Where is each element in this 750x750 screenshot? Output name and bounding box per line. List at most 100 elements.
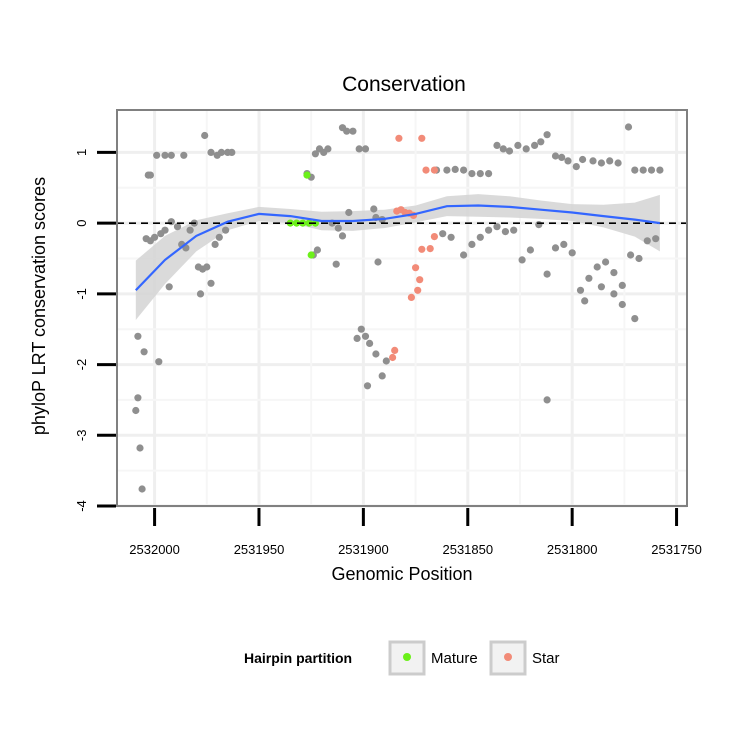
point-other xyxy=(551,152,560,160)
point-star xyxy=(422,166,430,174)
point-other xyxy=(610,290,618,298)
point-other xyxy=(579,155,587,164)
point-other xyxy=(228,148,236,156)
point-other xyxy=(353,334,361,342)
point-other xyxy=(211,240,219,248)
point-star xyxy=(407,293,415,301)
x-tick-label: 2531950 xyxy=(234,542,285,557)
point-star xyxy=(389,353,397,362)
point-other xyxy=(526,246,535,254)
point-other xyxy=(366,339,374,347)
point-other xyxy=(627,251,635,259)
point-other xyxy=(338,232,347,240)
point-other xyxy=(597,283,606,291)
series-star xyxy=(389,134,438,362)
point-other xyxy=(207,148,215,156)
point-other xyxy=(635,254,643,263)
point-other xyxy=(349,127,357,135)
point-other xyxy=(439,230,447,238)
point-other xyxy=(652,235,660,243)
point-other xyxy=(514,141,522,149)
point-other xyxy=(468,170,476,178)
axes: -4 -3 -2 -1 0 1 2532000 2531950 2531900 2531850 25… xyxy=(74,149,702,557)
point-other xyxy=(361,145,370,153)
point-other xyxy=(568,249,576,257)
point-other xyxy=(572,163,580,171)
y-tick-label: 0 xyxy=(74,219,89,226)
point-other xyxy=(543,270,551,278)
point-other xyxy=(501,228,509,236)
smooth-curve xyxy=(135,204,661,292)
point-other xyxy=(624,123,633,131)
point-other xyxy=(140,348,148,356)
confidence-band xyxy=(135,194,660,320)
point-star xyxy=(430,233,438,241)
point-other xyxy=(355,145,363,153)
point-other xyxy=(551,244,560,252)
point-other xyxy=(505,147,514,155)
point-other xyxy=(138,485,146,493)
point-star xyxy=(391,346,399,354)
point-other xyxy=(345,208,353,217)
point-other xyxy=(493,141,501,149)
legend-entry-mature: Mature xyxy=(388,640,478,676)
point-other xyxy=(576,286,585,294)
point-other xyxy=(201,131,209,140)
point-other xyxy=(151,233,159,241)
point-other xyxy=(207,279,215,287)
point-other xyxy=(222,226,230,234)
plot-border xyxy=(116,109,688,507)
y-tick-label: -2 xyxy=(74,359,89,371)
point-other xyxy=(382,357,390,365)
point-other xyxy=(543,131,551,139)
point-other xyxy=(146,171,154,179)
point-other xyxy=(153,151,161,159)
point-other xyxy=(602,258,610,266)
point-other xyxy=(196,290,205,298)
point-other xyxy=(215,233,223,241)
legend-label-mature: Mature xyxy=(431,650,478,667)
chart-title: Conservation xyxy=(342,73,466,96)
point-other xyxy=(593,263,601,271)
point-other xyxy=(134,332,142,340)
x-axis-label: Genomic Position xyxy=(331,564,472,584)
y-tick-label: -1 xyxy=(74,288,89,300)
point-other xyxy=(485,226,493,234)
point-other xyxy=(610,269,618,277)
point-other xyxy=(361,332,370,340)
point-other xyxy=(581,297,589,305)
point-other xyxy=(363,382,372,390)
point-other xyxy=(643,237,651,245)
point-other xyxy=(589,157,597,165)
point-other xyxy=(451,165,459,173)
point-star xyxy=(418,245,426,253)
point-star xyxy=(426,245,434,253)
point-other xyxy=(585,274,593,282)
point-other xyxy=(161,151,169,159)
point-other xyxy=(167,151,175,159)
point-other xyxy=(631,166,639,174)
point-other xyxy=(564,157,572,165)
point-other xyxy=(311,150,319,158)
point-other xyxy=(631,315,639,323)
point-other xyxy=(510,226,518,234)
point-other xyxy=(357,325,365,333)
point-other xyxy=(476,233,484,241)
point-other xyxy=(447,233,455,241)
x-tick-label: 2531750 xyxy=(651,542,702,557)
point-mature xyxy=(293,219,301,227)
point-other xyxy=(161,226,169,234)
point-other xyxy=(155,358,163,366)
point-other xyxy=(647,166,656,174)
plot-area xyxy=(116,109,688,508)
point-other xyxy=(493,223,501,231)
point-other xyxy=(370,205,378,213)
point-other xyxy=(443,166,451,174)
point-other xyxy=(639,166,647,174)
legend-label-star: Star xyxy=(532,650,560,667)
x-tick-label: 2531850 xyxy=(442,542,493,557)
point-star xyxy=(418,134,426,142)
point-other xyxy=(167,218,175,226)
point-other xyxy=(499,145,507,153)
